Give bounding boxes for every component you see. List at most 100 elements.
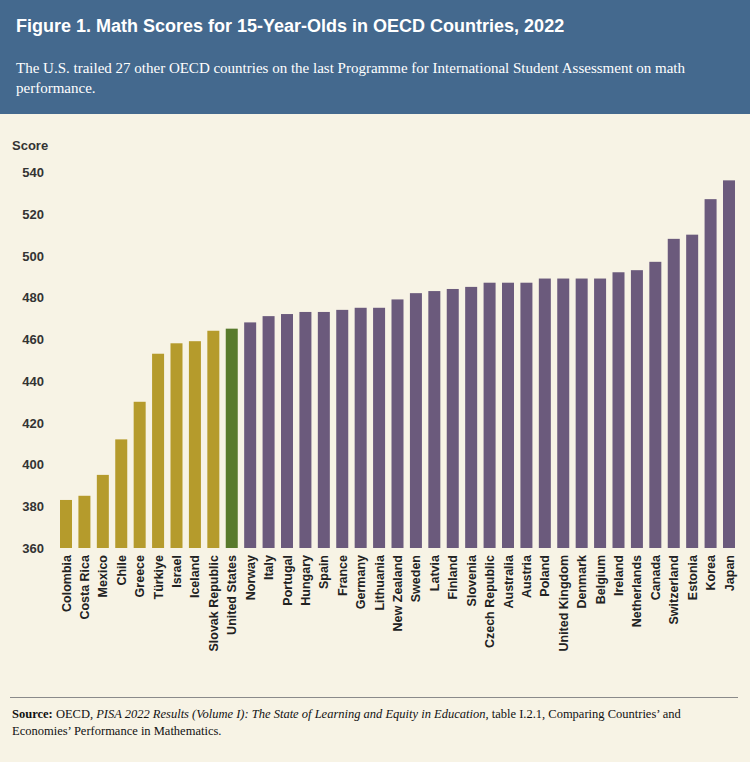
bars xyxy=(60,180,735,548)
y-tick-label: 540 xyxy=(22,165,44,180)
x-tick-label: Australia xyxy=(502,554,516,609)
bar xyxy=(392,299,404,548)
bar xyxy=(189,341,201,548)
bar xyxy=(78,496,90,548)
source: Source: OECD, PISA 2022 Results (Volume … xyxy=(12,706,732,740)
subtitle: The U.S. trailed 27 other OECD countries… xyxy=(16,58,716,98)
bar xyxy=(428,291,440,548)
y-tick-label: 520 xyxy=(22,207,44,222)
y-tick xyxy=(53,380,56,381)
x-tick-label: Israel xyxy=(170,555,184,588)
bar xyxy=(134,402,146,548)
x-tick-label: Mexico xyxy=(96,555,110,598)
x-tick-label: Colombia xyxy=(60,554,74,612)
x-tick-label: Costa Rica xyxy=(78,554,92,620)
bar xyxy=(649,262,661,548)
y-tick xyxy=(53,464,56,465)
bar xyxy=(318,312,330,548)
divider xyxy=(10,697,738,698)
bar xyxy=(447,289,459,548)
y-tick xyxy=(53,422,56,423)
y-tick xyxy=(53,255,56,256)
x-tick-label: Czech Republic xyxy=(483,555,497,648)
source-text: OECD, xyxy=(53,707,96,721)
chart: Score 360 380 400 420 440 460 480 500 520 540 Colom… xyxy=(0,114,750,697)
x-tick-label: Austria xyxy=(520,554,534,598)
bar xyxy=(594,279,606,548)
bar xyxy=(539,279,551,548)
x-tick-label: Iceland xyxy=(188,555,202,598)
y-tick xyxy=(53,213,56,214)
x-tick-label: Portugal xyxy=(281,555,295,606)
bar xyxy=(465,287,477,548)
x-tick-label: Greece xyxy=(133,555,147,597)
bar xyxy=(686,235,698,548)
x-tick-label: Belgium xyxy=(594,555,608,604)
x-tick-label: Chile xyxy=(115,555,129,586)
y-tick xyxy=(53,172,56,173)
x-tick-label: France xyxy=(336,555,350,596)
x-tick-label: Slovak Republic xyxy=(207,555,221,652)
bar xyxy=(502,283,514,548)
bar xyxy=(97,475,109,548)
bar xyxy=(484,283,496,548)
y-tick-label: 480 xyxy=(22,290,44,305)
bar xyxy=(171,343,183,548)
x-tick-label: United Kingdom xyxy=(557,555,571,652)
x-tick-label: Poland xyxy=(538,555,552,597)
x-tick-label: Latvia xyxy=(428,554,442,591)
bar xyxy=(557,279,569,548)
x-tick-label: Japan xyxy=(723,555,737,591)
x-tick-label: Korea xyxy=(704,554,718,590)
x-tick-label: United States xyxy=(225,555,239,635)
bar xyxy=(668,239,680,548)
bar xyxy=(60,500,72,548)
y-tick-label: 380 xyxy=(22,499,44,514)
y-tick-label: 440 xyxy=(22,374,44,389)
bar xyxy=(355,308,367,548)
x-tick-label: Lithuania xyxy=(373,554,387,611)
x-tick-label: Norway xyxy=(244,555,258,600)
bar xyxy=(263,316,275,548)
x-tick-label: Estonia xyxy=(686,554,700,600)
y-tick-label: 500 xyxy=(22,249,44,264)
y-tick xyxy=(53,339,56,340)
x-tick-label: Italy xyxy=(262,555,276,580)
bar xyxy=(373,308,385,548)
bar xyxy=(631,270,643,548)
x-tick-label: Ireland xyxy=(612,555,626,596)
source-label: Source: xyxy=(12,707,53,721)
bar xyxy=(705,199,717,548)
bar xyxy=(226,329,238,548)
y-tick xyxy=(53,506,56,507)
title: Figure 1. Math Scores for 15-Year-Olds i… xyxy=(16,16,564,37)
x-tick-label: Denmark xyxy=(575,555,589,609)
bar xyxy=(576,279,588,548)
y-tick-label: 400 xyxy=(22,457,44,472)
bar xyxy=(336,310,348,548)
y-tick-label: 460 xyxy=(22,332,44,347)
bar xyxy=(613,272,625,548)
bar xyxy=(281,314,293,548)
x-tick-label: New Zealand xyxy=(391,555,405,631)
y-axis-label: Score xyxy=(12,138,48,153)
bar xyxy=(115,439,127,548)
x-tick-label: Finland xyxy=(446,555,460,599)
bar xyxy=(410,293,422,548)
bar xyxy=(299,312,311,548)
x-tick-label: Canada xyxy=(649,554,663,600)
y-tick-label: 420 xyxy=(22,416,44,431)
x-tick-label: Slovenia xyxy=(465,554,479,606)
x-tick-label: Hungary xyxy=(299,555,313,606)
x-tick-label: Netherlands xyxy=(630,555,644,627)
bar xyxy=(244,322,256,548)
bar xyxy=(152,354,164,548)
y-tick xyxy=(53,297,56,298)
source-title: PISA 2022 Results (Volume I): The State … xyxy=(96,707,485,721)
x-tick-label: Switzerland xyxy=(667,555,681,624)
y-tick xyxy=(53,548,56,549)
bar xyxy=(520,283,532,548)
y-tick-label: 360 xyxy=(22,541,44,556)
bar xyxy=(207,331,219,548)
x-tick-label: Spain xyxy=(317,555,331,589)
